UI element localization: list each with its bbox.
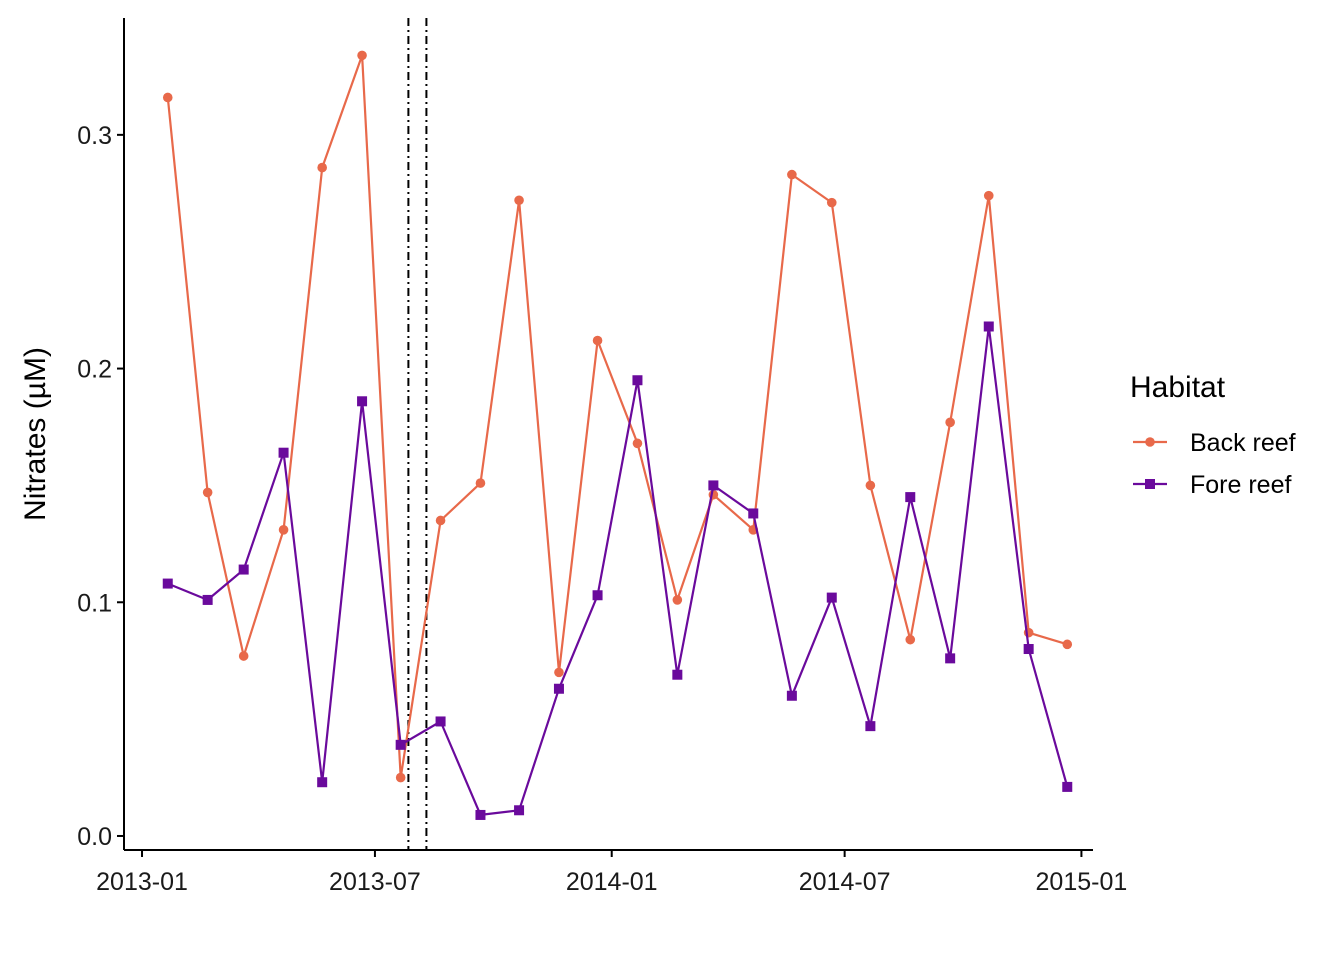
data-point-fore-reef xyxy=(905,492,916,503)
data-point-back-reef xyxy=(554,667,564,678)
data-point-back-reef xyxy=(475,478,486,488)
data-point-back-reef xyxy=(826,197,837,208)
legend: Habitat Back reef Fore reef xyxy=(1130,371,1296,499)
x-tick-label: 2014-01 xyxy=(566,868,658,896)
y-tick-label: 0.3 xyxy=(77,122,112,150)
x-tick-label: 2015-01 xyxy=(1036,868,1128,896)
series-back-reef xyxy=(162,50,1073,783)
data-point-fore-reef xyxy=(592,590,603,601)
data-point-back-reef xyxy=(632,438,643,449)
data-point-fore-reef xyxy=(708,480,719,491)
legend-label: Back reef xyxy=(1190,429,1296,457)
data-point-back-reef xyxy=(162,92,173,103)
data-point-back-reef xyxy=(787,169,797,180)
x-ticks: 2013-01 2013-07 2014-01 2014-07 2015-01 xyxy=(96,850,1127,896)
data-point-back-reef xyxy=(357,50,367,61)
data-point-fore-reef xyxy=(983,321,994,332)
x-tick-label: 2013-01 xyxy=(96,868,188,896)
data-point-fore-reef xyxy=(865,721,876,732)
legend-label: Fore reef xyxy=(1190,471,1291,499)
data-point-fore-reef xyxy=(748,508,759,519)
data-point-back-reef xyxy=(435,515,446,526)
data-point-back-reef xyxy=(945,417,955,428)
data-point-back-reef xyxy=(1062,639,1073,650)
legend-items: Back reef Fore reef xyxy=(1133,429,1296,499)
data-point-fore-reef xyxy=(1062,781,1073,792)
data-point-fore-reef xyxy=(514,805,525,816)
x-tick-label: 2013-07 xyxy=(329,868,421,896)
data-point-back-reef xyxy=(278,525,289,535)
event-reference-lines xyxy=(407,18,428,850)
series-line-back-reef xyxy=(166,54,1068,779)
data-point-fore-reef xyxy=(357,396,368,407)
legend-item-back-reef: Back reef xyxy=(1133,429,1296,457)
data-point-back-reef xyxy=(317,162,327,173)
data-point-back-reef xyxy=(672,595,683,605)
series-fore-reef xyxy=(162,321,1073,820)
data-point-back-reef xyxy=(238,651,249,661)
data-point-fore-reef xyxy=(1023,644,1034,655)
x-tick-label: 2014-07 xyxy=(799,868,891,896)
axes: 0.0 0.1 0.2 0.3 2013-01 2013-07 2014-01 2014-0… xyxy=(77,18,1127,896)
data-point-back-reef xyxy=(983,190,994,201)
data-point-fore-reef xyxy=(238,564,249,575)
data-point-fore-reef xyxy=(786,690,797,701)
y-ticks: 0.0 0.1 0.2 0.3 xyxy=(77,122,124,851)
legend-key-marker xyxy=(1145,437,1155,447)
data-point-fore-reef xyxy=(945,653,956,664)
data-point-fore-reef xyxy=(435,716,446,727)
y-tick-label: 0.1 xyxy=(77,589,112,617)
data-point-back-reef xyxy=(514,195,524,206)
data-point-fore-reef xyxy=(475,809,486,820)
series-layer xyxy=(162,50,1073,820)
legend-item-fore-reef: Fore reef xyxy=(1133,471,1291,499)
data-point-fore-reef xyxy=(202,594,213,605)
data-point-fore-reef xyxy=(317,777,328,788)
data-point-fore-reef xyxy=(672,669,683,680)
y-axis-title: Nitrates (µM) xyxy=(19,347,52,521)
data-point-fore-reef xyxy=(162,578,173,589)
data-point-back-reef xyxy=(905,634,916,645)
data-point-back-reef xyxy=(592,335,603,346)
data-point-fore-reef xyxy=(395,739,406,750)
data-point-back-reef xyxy=(202,487,213,498)
y-tick-label: 0.0 xyxy=(77,823,112,851)
series-line-fore-reef xyxy=(167,325,1069,817)
data-point-fore-reef xyxy=(553,683,564,694)
legend-key-marker xyxy=(1145,479,1155,489)
data-point-fore-reef xyxy=(278,447,289,458)
legend-title: Habitat xyxy=(1130,371,1226,404)
data-point-fore-reef xyxy=(632,375,643,386)
data-point-back-reef xyxy=(395,772,406,783)
data-point-fore-reef xyxy=(826,592,837,603)
y-tick-label: 0.2 xyxy=(77,356,112,384)
data-point-back-reef xyxy=(865,480,876,491)
